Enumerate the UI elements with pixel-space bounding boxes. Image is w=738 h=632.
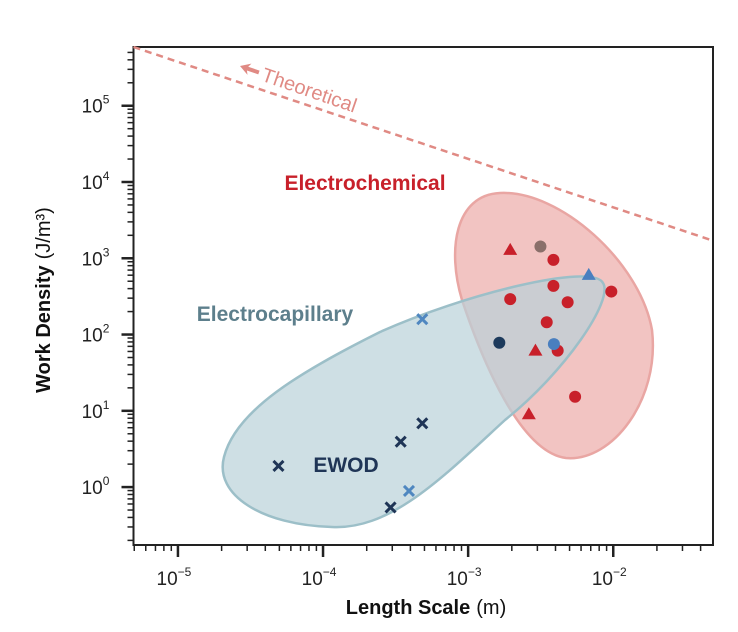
cross-marker [416, 417, 429, 430]
electrochemical-label: Electrochemical [284, 172, 445, 195]
circle-marker [534, 240, 547, 253]
data-points [272, 240, 618, 514]
circle-marker [547, 338, 560, 351]
electrocapillary-region [221, 275, 606, 529]
circle-marker [493, 336, 506, 349]
cross-marker [384, 501, 397, 514]
circle-marker [569, 390, 582, 403]
plot-frame [132, 46, 714, 546]
y-tick-label: 102 [82, 322, 110, 347]
x-tick-label: 10−2 [592, 565, 627, 590]
y-axis-title-main: Work Density [33, 265, 55, 393]
y-tick-label: 101 [82, 398, 110, 423]
circle-marker [561, 296, 574, 309]
x-axis-title: Length Scale (m) [346, 597, 506, 619]
x-tick-label: 10−5 [157, 565, 192, 590]
y-tick-label: 103 [82, 245, 110, 270]
circle-marker [540, 316, 553, 329]
circle-marker [605, 285, 618, 298]
electrocapillary-label: Electrocapillary [197, 303, 354, 326]
triangle-marker [503, 242, 518, 255]
x-tick-label: 10−4 [302, 565, 337, 590]
triangle-marker [521, 407, 536, 420]
circle-marker [504, 293, 517, 306]
axes: 10−5 10−4 10−3 10−2 100 101 102 103 104 105 [82, 46, 714, 590]
theoretical-label: Theoretical [259, 64, 360, 117]
triangle-marker [581, 267, 596, 280]
cross-marker [272, 459, 285, 473]
theoretical-annotation: Theoretical [240, 63, 360, 117]
theoretical-line [133, 45, 714, 242]
y-tick-label: 104 [82, 169, 110, 194]
cross-marker [416, 313, 429, 326]
cross-marker [402, 484, 416, 497]
y-tick-label: 100 [82, 474, 110, 499]
x-tick-label: 10−3 [447, 565, 482, 590]
triangle-marker [528, 343, 543, 356]
regions [221, 191, 655, 529]
x-axis-title-unit: (m) [476, 597, 506, 619]
y-tick-label: 105 [82, 93, 110, 118]
circle-marker [547, 279, 560, 292]
y-axis-title: Work Density (J/m³) [33, 207, 55, 393]
x-axis-title-main: Length Scale [346, 597, 470, 619]
ewod-label: EWOD [313, 454, 378, 477]
cross-marker [394, 435, 407, 448]
arrow-left-icon [240, 63, 260, 75]
y-axis-title-unit: (J/m³) [33, 207, 55, 259]
circle-marker [547, 253, 560, 266]
